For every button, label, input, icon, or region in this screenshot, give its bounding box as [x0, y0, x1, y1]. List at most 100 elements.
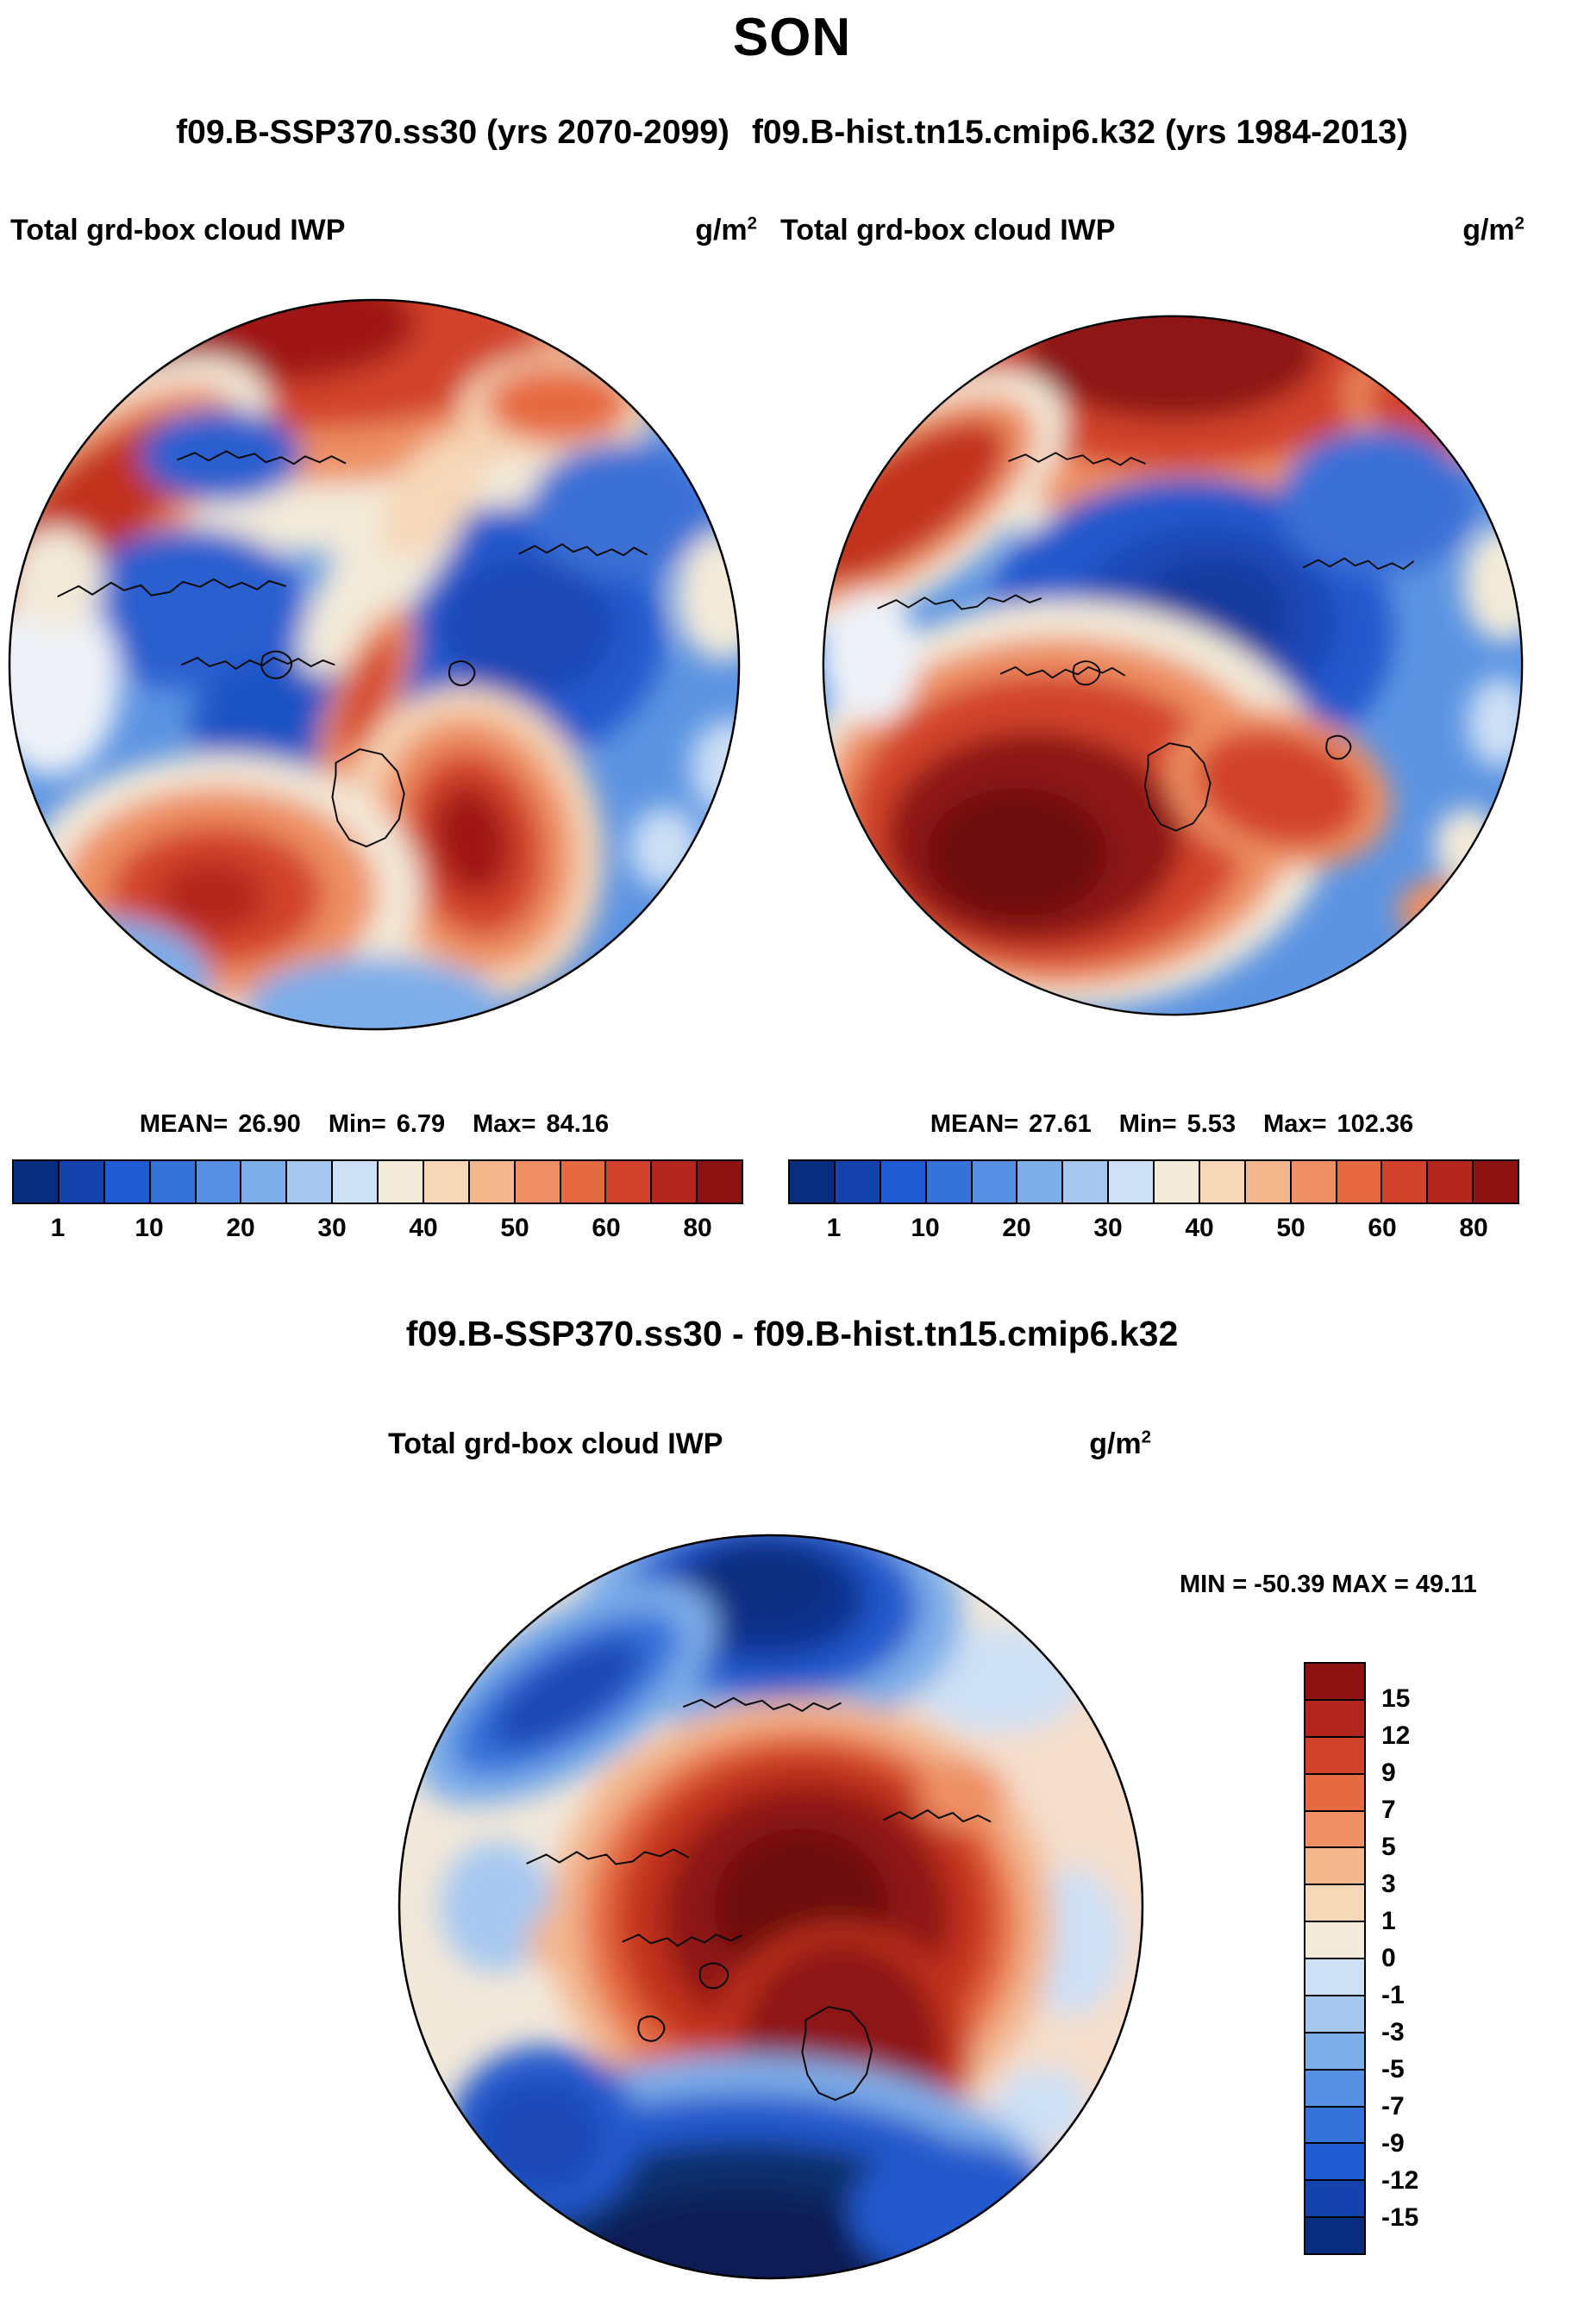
colorbar-tick-label: -3 [1381, 2018, 1405, 2046]
panel1-stats: MEAN= 26.90 Min= 6.79 Max= 84.16 [7, 1110, 742, 1139]
colorbar-tick-label: -12 [1381, 2166, 1419, 2195]
diff-units: g/m2 [1089, 1428, 1151, 1461]
colorbar-segment [196, 1161, 242, 1203]
colorbar-segment [1305, 1885, 1364, 1923]
colorbar-segment [333, 1161, 379, 1203]
panel1-header: Total grd-box cloud IWP g/m2 [10, 214, 757, 247]
stat-label: MEAN= [930, 1110, 1019, 1138]
diff-colorbar [1304, 1662, 1366, 2255]
colorbar-segment [652, 1161, 698, 1203]
colorbar-segment [1017, 1161, 1064, 1203]
panel2-units-base: g/m [1462, 214, 1515, 247]
stat-value: 26.90 [238, 1110, 301, 1138]
colorbar-tick-label: 1 [1381, 1907, 1396, 1935]
colorbar-segment [1305, 2181, 1364, 2219]
colorbar-segment [1155, 1161, 1200, 1203]
diff-header: Total grd-box cloud IWP g/m2 [388, 1428, 1151, 1461]
panel2-colorbar-ticks: 1 10 20 30 40 50 60 80 [788, 1214, 1519, 1248]
colorbar-tick-label: 80 [683, 1214, 712, 1242]
run-right-label: f09.B-hist.tn15.cmip6.k32 (yrs 1984-2013… [751, 114, 1408, 151]
panel1-var-title: Total grd-box cloud IWP [10, 214, 346, 247]
stat-label: Max= [473, 1110, 536, 1138]
colorbar-segment [1305, 2218, 1364, 2253]
colorbar-tick-label: 60 [1368, 1214, 1397, 1242]
diff-units-base: g/m [1089, 1428, 1142, 1460]
colorbar-segment [1305, 2107, 1364, 2145]
colorbar-tick-label: 15 [1381, 1684, 1411, 1713]
panel2-stats: MEAN= 27.61 Min= 5.53 Max= 102.36 [819, 1110, 1525, 1139]
colorbar-segment [1305, 1848, 1364, 1886]
colorbar-tick-label: 20 [1002, 1214, 1031, 1242]
stat-value: 6.79 [396, 1110, 446, 1138]
colorbar-segment [606, 1161, 653, 1203]
coastlines [57, 450, 648, 848]
diff-colorbar-ticks: 15 12 9 7 5 3 1 0 -1 -3 -5 -7 -9 -12 -15 [1381, 1662, 1493, 2255]
colorbar-segment [1305, 2144, 1364, 2182]
colorbar-tick-label: -9 [1381, 2129, 1405, 2158]
stat-value: 102.36 [1337, 1110, 1414, 1138]
colorbar-tick-label: 5 [1381, 1833, 1396, 1861]
colorbar-segment [1305, 1811, 1364, 1849]
diff-title: f09.B-SSP370.ss30 - f09.B-hist.tn15.cmip… [405, 1314, 1179, 1353]
colorbar-tick-label: 7 [1381, 1796, 1396, 1824]
colorbar-segment [379, 1161, 424, 1203]
colorbar-segment [241, 1161, 288, 1203]
colorbar-tick-label: 3 [1381, 1870, 1396, 1898]
map-hist [821, 314, 1525, 1017]
colorbar-tick-label: 9 [1381, 1759, 1396, 1787]
panel2-units-exp: 2 [1514, 214, 1525, 234]
colorbar-segment [1305, 1996, 1364, 2034]
colorbar-segment [1305, 1700, 1364, 1738]
colorbar-segment [1305, 2070, 1364, 2108]
colorbar-tick-label: 10 [135, 1214, 164, 1242]
run-left-label: f09.B-SSP370.ss30 (yrs 2070-2099) [176, 114, 729, 151]
panel1-colorbar-ticks: 1 10 20 30 40 50 60 80 [12, 1214, 743, 1248]
colorbar-tick-label: 40 [409, 1214, 438, 1242]
colorbar-segment [150, 1161, 197, 1203]
colorbar-segment [1382, 1161, 1429, 1203]
colorbar-segment [1428, 1161, 1474, 1203]
colorbar-segment [1337, 1161, 1383, 1203]
panel1-units-base: g/m [695, 214, 748, 247]
colorbar-segment [1063, 1161, 1110, 1203]
panel1-units-exp: 2 [747, 214, 757, 234]
colorbar-segment [1305, 1774, 1364, 1812]
colorbar-segment [1305, 1664, 1364, 1701]
colorbar-tick-label: 60 [592, 1214, 621, 1242]
colorbar-tick-label: 50 [500, 1214, 529, 1242]
colorbar-segment [1474, 1161, 1518, 1203]
stat-label: MEAN= [139, 1110, 229, 1138]
colorbar-segment [926, 1161, 973, 1203]
panel2-var-title: Total grd-box cloud IWP [780, 214, 1116, 247]
diff-max-value: 49.11 [1415, 1571, 1477, 1598]
stat-label: Max= [1263, 1110, 1327, 1138]
colorbar-tick-label: -1 [1381, 1981, 1405, 2009]
colorbar-segment [287, 1161, 334, 1203]
colorbar-segment [515, 1161, 561, 1203]
stat-value: 5.53 [1186, 1110, 1237, 1138]
colorbar-tick-label: 80 [1459, 1214, 1488, 1242]
colorbar-tick-label: -15 [1381, 2203, 1419, 2232]
map-ssp370 [7, 297, 742, 1032]
colorbar-segment [423, 1161, 470, 1203]
colorbar-tick-label: 12 [1381, 1721, 1411, 1750]
colorbar-segment [560, 1161, 607, 1203]
colorbar-segment [1291, 1161, 1337, 1203]
colorbar-segment [1305, 1922, 1364, 1959]
colorbar-tick-label: 50 [1276, 1214, 1305, 1242]
colorbar-tick-label: 1 [50, 1214, 66, 1242]
map-hist-svg [822, 315, 1524, 1016]
diff-max-label: MAX = [1331, 1571, 1409, 1598]
colorbar-tick-label: 30 [317, 1214, 347, 1242]
colorbar-tick-label: 1 [826, 1214, 842, 1242]
panel1-units: g/m2 [695, 214, 757, 247]
colorbar-segment [104, 1161, 151, 1203]
colorbar-segment [59, 1161, 105, 1203]
diff-minmax: MIN = -50.39 MAX = 49.11 [1180, 1571, 1484, 1599]
stat-value: 84.16 [546, 1110, 610, 1138]
coastlines [526, 1696, 992, 2102]
colorbar-segment [1199, 1161, 1246, 1203]
colorbar-segment [972, 1161, 1018, 1203]
map-diff [397, 1533, 1145, 2281]
colorbar-tick-label: -7 [1381, 2092, 1405, 2121]
